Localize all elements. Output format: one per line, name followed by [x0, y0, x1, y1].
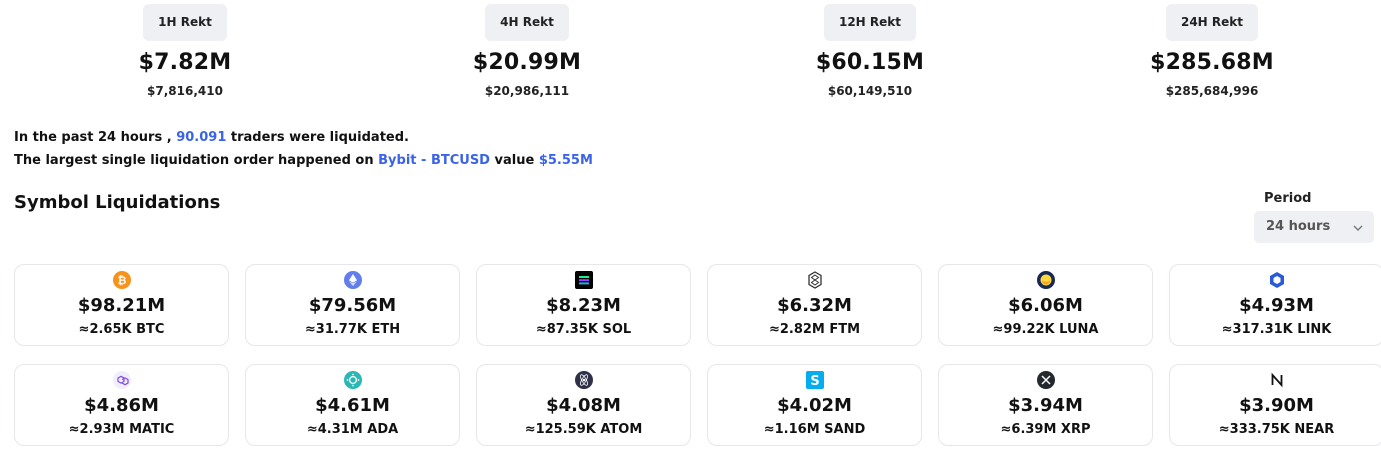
symbol-quantity: ≈4.31M ADA	[306, 422, 399, 437]
rekt-4h: 4H Rekt $20.99M $20,986,111	[417, 4, 637, 98]
symbol-quantity: ≈31.77K ETH	[304, 322, 401, 337]
chevron-down-icon	[1352, 211, 1364, 243]
symbol-card-atom[interactable]: $4.08M ≈125.59K ATOM	[476, 364, 691, 446]
symbol-amount: $6.06M	[1008, 295, 1083, 316]
rekt-12h: 12H Rekt $60.15M $60,149,510	[760, 4, 980, 98]
rekt-24h-tab[interactable]: 24H Rekt	[1165, 4, 1258, 41]
symbol-amount: $4.08M	[546, 395, 621, 416]
summary-line-largest: The largest single liquidation order hap…	[14, 149, 593, 172]
summary-prefix: In the past 24 hours ,	[14, 130, 172, 145]
polygon-icon	[112, 371, 131, 389]
rekt-1h-amount: $7.82M	[138, 50, 232, 75]
value-word: value	[494, 153, 535, 168]
summary-suffix: traders were liquidated.	[230, 130, 409, 145]
chainlink-icon	[1268, 271, 1286, 289]
symbol-amount: $3.94M	[1008, 395, 1083, 416]
largest-value: $5.55M	[538, 153, 593, 168]
solana-icon	[574, 271, 593, 289]
symbol-amount: $6.32M	[777, 295, 852, 316]
svg-text:S: S	[810, 374, 819, 389]
sandbox-icon: S	[805, 371, 824, 389]
period-label: Period	[1264, 191, 1312, 206]
rekt-12h-tab[interactable]: 12H Rekt	[823, 4, 916, 41]
symbol-amount: $79.56M	[308, 295, 397, 316]
ethereum-icon	[343, 271, 362, 289]
exchange-link[interactable]: Bybit - BTCUSD	[378, 153, 490, 168]
symbol-amount: $4.86M	[84, 395, 159, 416]
period-select[interactable]: 24 hours	[1254, 211, 1374, 243]
rekt-1h-tab[interactable]: 1H Rekt	[143, 4, 227, 41]
rekt-12h-exact: $60,149,510	[827, 84, 913, 98]
symbol-card-luna[interactable]: $6.06M ≈99.22K LUNA	[938, 264, 1153, 346]
symbol-quantity: ≈333.75K NEAR	[1218, 422, 1335, 437]
xrp-icon	[1036, 371, 1055, 389]
symbol-quantity: ≈2.93M MATIC	[68, 422, 175, 437]
near-icon	[1268, 371, 1286, 389]
symbol-quantity: ≈2.82M FTM	[768, 322, 861, 337]
liquidation-summary: In the past 24 hours , 90.091 traders we…	[14, 126, 593, 172]
rekt-summary-row: 1H Rekt $7.82M $7,816,410 4H Rekt $20.99…	[0, 0, 1381, 110]
terra-luna-icon	[1036, 271, 1055, 289]
rekt-24h-amount: $285.68M	[1150, 50, 1274, 75]
symbol-amount: $4.93M	[1239, 295, 1314, 316]
symbol-card-sand[interactable]: S $4.02M ≈1.16M SAND	[707, 364, 922, 446]
rekt-1h-exact: $7,816,410	[147, 84, 223, 98]
symbol-card-ftm[interactable]: $6.32M ≈2.82M FTM	[707, 264, 922, 346]
symbol-card-eth[interactable]: $79.56M ≈31.77K ETH	[245, 264, 460, 346]
symbol-card-sol[interactable]: $8.23M ≈87.35K SOL	[476, 264, 691, 346]
rekt-24h: 24H Rekt $285.68M $285,684,996	[1102, 4, 1322, 98]
symbol-amount: $98.21M	[77, 295, 166, 316]
rekt-4h-exact: $20,986,111	[484, 84, 570, 98]
traders-count: 90.091	[176, 130, 227, 145]
cardano-icon	[343, 371, 362, 389]
summary-line-traders: In the past 24 hours , 90.091 traders we…	[14, 126, 593, 149]
rekt-12h-amount: $60.15M	[815, 50, 925, 75]
symbol-quantity: ≈6.39M XRP	[1000, 422, 1091, 437]
symbol-quantity: ≈1.16M SAND	[763, 422, 866, 437]
section-title: Symbol Liquidations	[14, 192, 221, 213]
symbol-quantity: ≈2.65K BTC	[78, 322, 165, 337]
symbol-amount: $4.61M	[315, 395, 390, 416]
symbol-card-btc[interactable]: ₿ $98.21M ≈2.65K BTC	[14, 264, 229, 346]
symbol-amount: $3.90M	[1239, 395, 1314, 416]
period-selected-value: 24 hours	[1266, 219, 1331, 234]
rekt-4h-tab[interactable]: 4H Rekt	[485, 4, 569, 41]
symbol-quantity: ≈317.31K LINK	[1221, 322, 1332, 337]
cosmos-icon	[574, 371, 593, 389]
symbol-card-matic[interactable]: $4.86M ≈2.93M MATIC	[14, 364, 229, 446]
symbol-card-near[interactable]: $3.90M ≈333.75K NEAR	[1169, 364, 1381, 446]
rekt-1h: 1H Rekt $7.82M $7,816,410	[75, 4, 295, 98]
rekt-4h-amount: $20.99M	[472, 50, 582, 75]
symbol-amount: $4.02M	[777, 395, 852, 416]
symbol-card-xrp[interactable]: $3.94M ≈6.39M XRP	[938, 364, 1153, 446]
svg-text:₿: ₿	[117, 274, 126, 287]
largest-prefix: The largest single liquidation order hap…	[14, 153, 374, 168]
fantom-icon	[806, 271, 824, 289]
symbol-quantity: ≈99.22K LUNA	[992, 322, 1099, 337]
rekt-24h-exact: $285,684,996	[1165, 84, 1259, 98]
bitcoin-icon: ₿	[112, 271, 131, 289]
symbol-quantity: ≈87.35K SOL	[535, 322, 632, 337]
symbol-card-link[interactable]: $4.93M ≈317.31K LINK	[1169, 264, 1381, 346]
symbol-quantity: ≈125.59K ATOM	[524, 422, 643, 437]
symbol-amount: $8.23M	[546, 295, 621, 316]
symbol-card-ada[interactable]: $4.61M ≈4.31M ADA	[245, 364, 460, 446]
